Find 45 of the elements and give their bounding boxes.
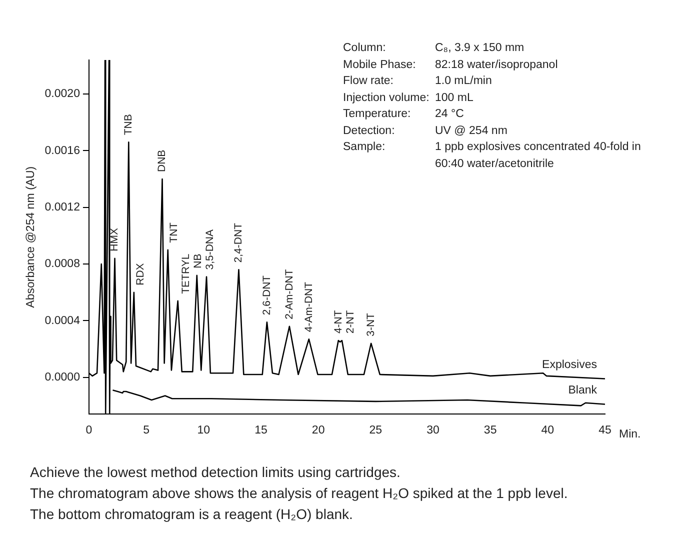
text: The bottom chromatogram is a reagent (H₂O) blank. [30,505,354,524]
annotation: 2-Am-DNT [283,268,296,320]
x-tick-label: 25 [369,424,382,436]
annotation: 4-NT [332,310,344,334]
y-tick-label: 0.0012 [44,202,80,214]
x-tick-label: 10 [197,424,210,436]
x-axis-title: Min. [619,428,641,440]
annotation: TETRYL [180,254,192,294]
x-tick-label: 30 [426,424,440,436]
x-tick-label: 20 [312,424,325,436]
text: Flow rate: 1.0 mL/min [343,75,492,87]
annotation: HMX [108,228,121,252]
x-tick-label: 0 [86,424,92,436]
series-label: Explosives [542,358,598,371]
y-tick-label: 0.0016 [44,144,80,157]
annotation: DNB [156,150,168,172]
text: Detection: UV @ 254 nm [343,124,508,136]
text: The chromatogram above shows the analysis of reagent H₂O spiked at the 1 ppb level. [30,484,568,503]
text: Temperature: 24 °C [343,108,464,120]
annotation: RDX [134,263,147,286]
y-tick-label: 0.0008 [44,258,80,270]
text: Mobile Phase: 82:18 water/isopropanol [343,58,558,70]
annotation: 3,5-DNA [204,230,216,270]
annotation: 4-Am-DNT [302,281,315,332]
y-tick-label: 0.0004 [44,314,81,327]
annotation: Injection volume: 100 mL [343,90,474,106]
text: Sample: 1 ppb explosives concentrated 40-fold in 60:40 water/acetonitrile [343,141,641,170]
annotation: 3-NT [364,312,377,336]
series-label: Blank [568,384,598,396]
annotation: TNT [168,222,180,243]
x-tick-label: 35 [484,424,497,436]
y-tick-label: 0.0000 [44,372,80,384]
annotation: 2,6-DNT [260,274,273,316]
annotation: NB [192,254,204,268]
x-tick-label: 15 [254,424,268,436]
annotation: TNB [122,114,135,136]
annotation: 2-NT [344,310,356,334]
x-tick-label: 40 [541,424,554,436]
y-tick-label: 0.0020 [44,88,80,100]
x-tick-label: 5 [143,424,150,436]
annotation: 2,4-DNT [232,222,245,263]
x-tick-label: 45 [598,424,612,436]
y-axis-title: Absorbance @254 nm (AU) [25,166,38,308]
text: Achieve the lowest method detection limits using cartridges. [30,463,402,482]
text: Column: C₈, 3.9 x 150 mm [343,42,524,54]
